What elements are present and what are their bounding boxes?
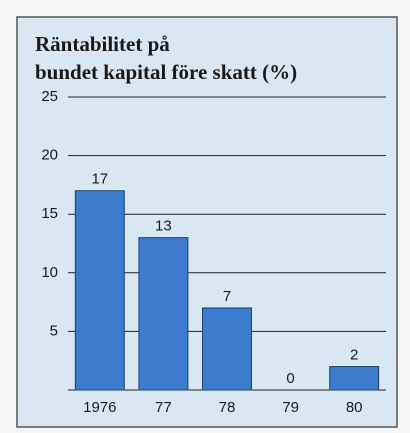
x-tick-label: 80 (346, 399, 363, 416)
chart-title-line: bundet kapital före skatt (%) (35, 60, 297, 84)
y-tick-label: 15 (41, 205, 58, 222)
y-tick-label: 20 (41, 147, 58, 164)
value-label: 13 (155, 218, 172, 235)
bar (138, 237, 189, 391)
x-tick-label: 77 (155, 399, 172, 416)
x-tick-label: 79 (282, 399, 299, 416)
bar (329, 366, 380, 391)
value-label: 2 (350, 347, 358, 364)
bar (74, 190, 125, 391)
value-label: 0 (286, 370, 294, 387)
y-tick-label: 25 (41, 88, 58, 105)
value-label: 17 (91, 171, 108, 188)
x-tick-label: 1976 (83, 399, 116, 416)
value-label: 7 (223, 288, 231, 305)
x-tick-label: 78 (219, 399, 236, 416)
y-tick-label: 10 (41, 264, 58, 281)
y-tick-label: 5 (50, 322, 58, 339)
bar (202, 307, 252, 391)
chart-title-line: Räntabilitet på (35, 32, 170, 56)
